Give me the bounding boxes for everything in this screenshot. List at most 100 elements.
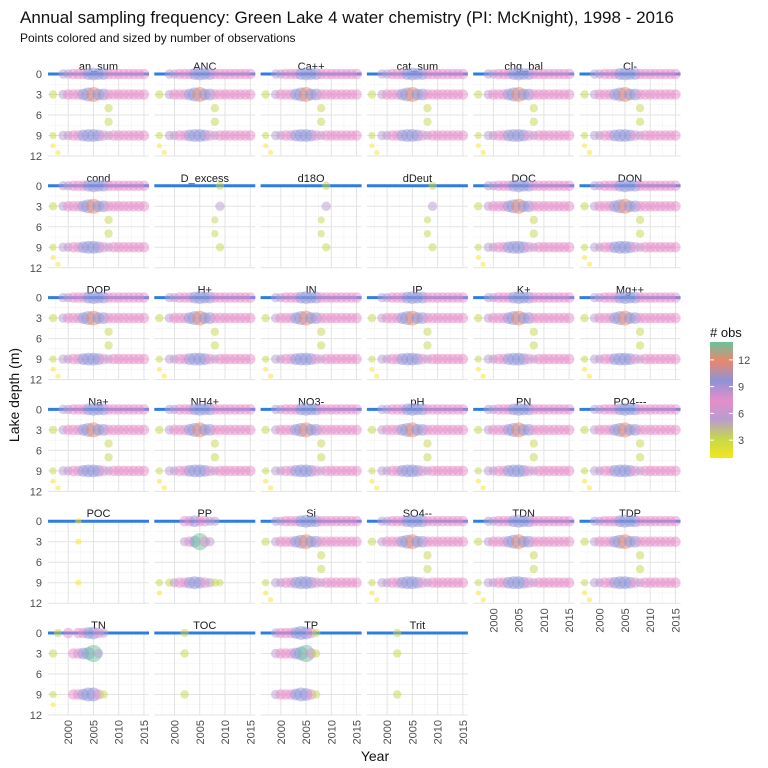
data-point: [244, 130, 256, 141]
data-point: [369, 366, 375, 372]
data-point: [367, 90, 377, 99]
data-point: [582, 590, 588, 596]
data-point: [563, 424, 575, 436]
data-point: [587, 150, 593, 156]
data-point: [563, 130, 575, 141]
data-point: [268, 373, 274, 379]
data-point: [48, 202, 58, 211]
data-point: [457, 312, 469, 324]
data-point: [48, 425, 58, 435]
data-point: [457, 404, 469, 415]
data-point: [53, 628, 63, 638]
data-point: [529, 439, 538, 448]
data-point: [317, 103, 326, 113]
legend-title: # obs: [710, 325, 742, 340]
facet-panel: DON: [579, 173, 681, 269]
facet-label: d18O: [298, 173, 325, 185]
y-tick-label: 3: [36, 201, 42, 213]
data-point: [75, 538, 82, 545]
data-point: [635, 341, 645, 350]
data-point: [369, 478, 375, 484]
y-tick-label: 12: [30, 598, 42, 610]
data-point: [529, 215, 538, 225]
y-tick-label: 0: [36, 404, 42, 416]
chart-title: Annual sampling frequency: Green Lake 4 …: [20, 8, 674, 27]
data-point: [216, 579, 224, 587]
data-point: [156, 366, 162, 372]
y-tick-label: 6: [36, 222, 42, 234]
data-point: [268, 597, 274, 603]
x-tick-label: 2015: [458, 720, 470, 744]
data-point: [351, 465, 362, 477]
data-point: [98, 628, 109, 638]
facet-panel: NH4+: [154, 396, 256, 492]
data-point: [580, 243, 589, 251]
y-tick-label: 3: [36, 425, 42, 437]
data-point: [48, 649, 58, 658]
facet-panel: PO4---: [579, 396, 681, 492]
data-point: [367, 537, 377, 546]
data-point: [563, 404, 575, 415]
data-point: [529, 341, 538, 350]
data-point: [75, 579, 82, 586]
data-point: [317, 564, 326, 574]
data-point: [161, 373, 167, 379]
data-point: [210, 327, 220, 336]
data-point: [104, 327, 113, 336]
data-point: [244, 89, 256, 100]
y-axis-title: Lake depth (m): [6, 348, 22, 442]
y-tick-label: 3: [36, 313, 42, 325]
data-point: [138, 465, 150, 477]
data-point: [580, 90, 589, 99]
data-point: [427, 201, 438, 212]
data-point: [369, 590, 375, 596]
facet-panel: K+: [473, 285, 575, 381]
data-point: [670, 577, 681, 588]
chart-subtitle: Points colored and sized by number of ob…: [20, 31, 296, 45]
data-point: [104, 229, 113, 238]
data-point: [138, 404, 150, 415]
data-point: [317, 216, 325, 224]
data-point: [670, 404, 681, 415]
data-point: [563, 201, 575, 212]
data-point: [210, 453, 220, 462]
data-point: [155, 355, 164, 363]
data-point: [457, 465, 469, 477]
data-point: [670, 465, 681, 477]
data-point: [457, 89, 469, 100]
data-point: [474, 467, 482, 475]
data-point: [670, 353, 681, 365]
data-point: [587, 373, 593, 379]
data-point: [155, 467, 164, 475]
data-point: [351, 515, 362, 527]
facet-panel: ANC: [154, 61, 256, 157]
data-point: [262, 467, 270, 475]
y-tick-label: 6: [36, 669, 42, 681]
y-tick-label: 3: [36, 90, 42, 102]
facet-label: dDeut: [403, 173, 432, 185]
y-tick-label: 9: [36, 131, 42, 143]
data-point: [474, 355, 482, 363]
facet-label: POC: [87, 508, 111, 520]
data-point: [104, 439, 113, 448]
data-point: [580, 313, 589, 323]
data-point: [104, 453, 113, 462]
facet-label: IN: [306, 285, 317, 297]
data-point: [582, 143, 588, 149]
data-point: [474, 202, 483, 211]
x-tick-label: 2015: [670, 608, 682, 632]
data-point: [261, 313, 270, 323]
data-point: [210, 117, 220, 127]
data-point: [138, 89, 150, 100]
data-point: [351, 312, 362, 324]
data-point: [635, 551, 645, 560]
data-point: [423, 453, 432, 462]
facet-panel: Trit 2000 2005 2010 2015: [366, 620, 470, 744]
y-tick-label: 9: [36, 354, 42, 366]
data-point: [457, 68, 469, 80]
facet-panel: IP: [366, 285, 469, 381]
data-point: [374, 150, 380, 156]
